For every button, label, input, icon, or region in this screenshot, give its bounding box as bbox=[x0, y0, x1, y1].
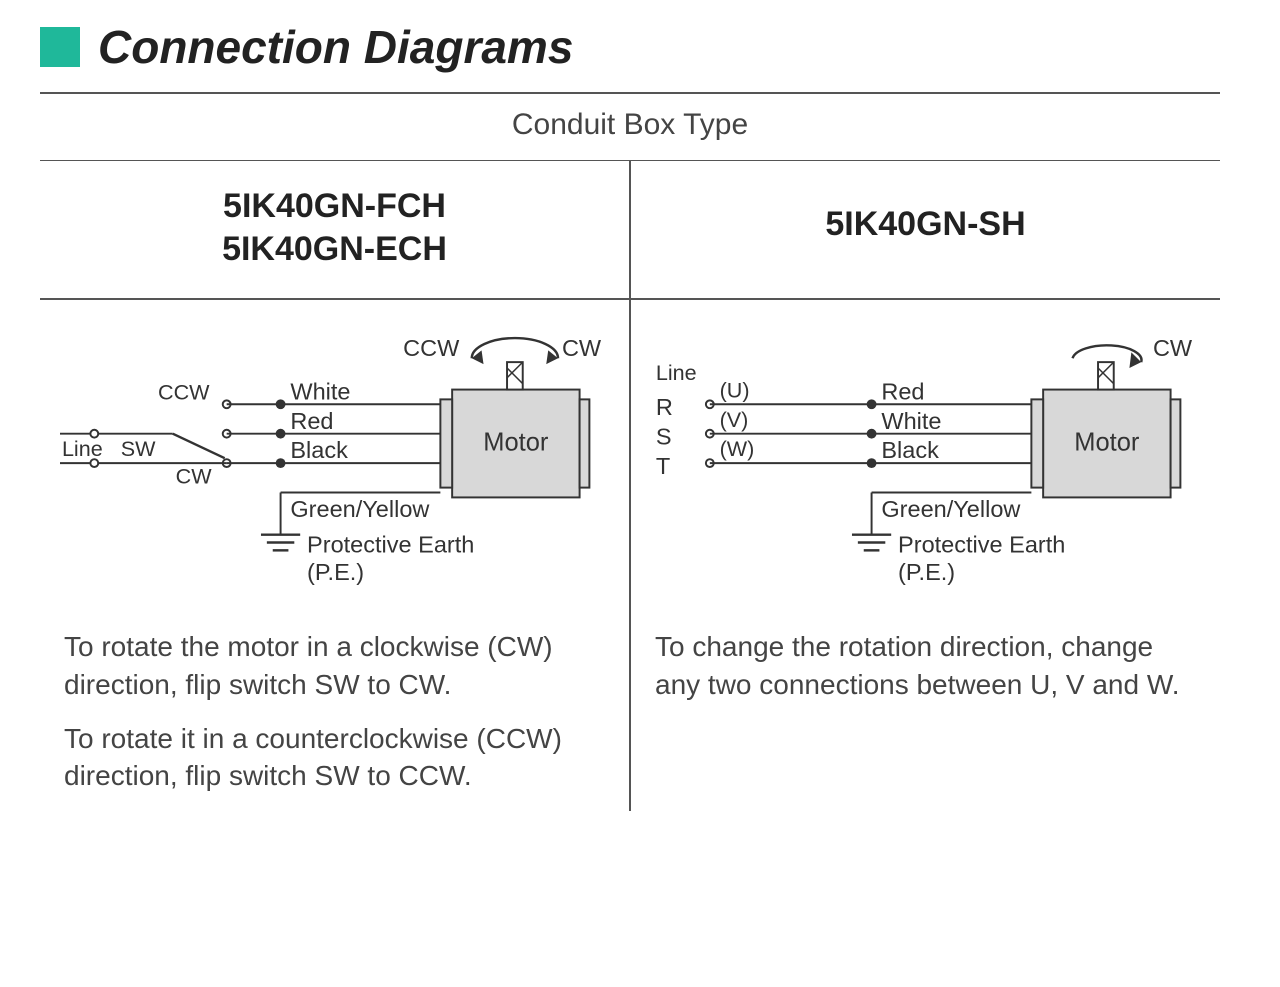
pe-label-2: (P.E.) bbox=[307, 559, 364, 585]
model-cell-left: 5IK40GN-FCH 5IK40GN-ECH bbox=[40, 161, 631, 300]
caption-right: To change the rotation direction, change… bbox=[651, 618, 1200, 704]
wire-white-label: White bbox=[290, 378, 350, 404]
wire-black-label: Black bbox=[290, 437, 348, 463]
diagram-cell-left: Motor CCW CW bbox=[40, 300, 631, 811]
model-header-row: 5IK40GN-FCH 5IK40GN-ECH 5IK40GN-SH bbox=[40, 161, 1220, 300]
cw-top-label: CW bbox=[562, 335, 602, 361]
conduit-box-label: Conduit Box Type bbox=[40, 94, 1220, 161]
sw-ccw-label: CCW bbox=[158, 379, 210, 404]
sw-cw-label: CW bbox=[176, 464, 213, 489]
line-label: Line bbox=[656, 360, 697, 385]
w-label: (W) bbox=[720, 436, 755, 461]
diagram-body-row: Motor CCW CW bbox=[40, 300, 1220, 811]
ccw-top-label: CCW bbox=[403, 335, 460, 361]
caption-left-p2: To rotate it in a counterclockwise (CCW)… bbox=[64, 720, 605, 796]
u-label: (U) bbox=[720, 377, 750, 402]
switch-icon bbox=[90, 400, 230, 467]
t-label: T bbox=[656, 453, 670, 479]
model-left-line2: 5IK40GN-ECH bbox=[40, 228, 629, 271]
motor-label: Motor bbox=[483, 428, 549, 456]
sw-label: SW bbox=[121, 436, 156, 461]
motor-icon: Motor bbox=[440, 362, 589, 497]
wiring-diagram-right: Motor CW bbox=[651, 318, 1200, 618]
wire-white-label: White bbox=[881, 408, 941, 434]
pe-label-1: Protective Earth bbox=[307, 531, 474, 557]
v-label: (V) bbox=[720, 407, 749, 432]
model-cell-right: 5IK40GN-SH bbox=[631, 161, 1220, 300]
wire-black-label: Black bbox=[881, 437, 939, 463]
wire-red-label: Red bbox=[881, 378, 924, 404]
s-label: S bbox=[656, 423, 672, 449]
wire-red-label: Red bbox=[290, 408, 333, 434]
caption-right-p1: To change the rotation direction, change… bbox=[655, 628, 1196, 704]
header-square-icon bbox=[40, 27, 80, 67]
motor-label: Motor bbox=[1074, 428, 1140, 456]
page-title: Connection Diagrams bbox=[98, 20, 573, 74]
pe-label-2: (P.E.) bbox=[898, 559, 955, 585]
pe-label-1: Protective Earth bbox=[898, 531, 1065, 557]
page-header: Connection Diagrams bbox=[40, 20, 1240, 74]
diagram-table: Conduit Box Type 5IK40GN-FCH 5IK40GN-ECH… bbox=[40, 92, 1220, 811]
rotation-arrows-icon bbox=[472, 338, 558, 364]
model-left-line1: 5IK40GN-FCH bbox=[40, 185, 629, 228]
model-right-line1: 5IK40GN-SH bbox=[631, 185, 1220, 246]
cw-top-label: CW bbox=[1153, 335, 1193, 361]
diagram-cell-right: Motor CW bbox=[631, 300, 1220, 811]
wiring-diagram-left: Motor CCW CW bbox=[60, 318, 609, 618]
caption-left: To rotate the motor in a clockwise (CW) … bbox=[60, 618, 609, 795]
wire-gy-label: Green/Yellow bbox=[290, 496, 430, 522]
line-label: Line bbox=[62, 436, 103, 461]
r-label: R bbox=[656, 394, 673, 420]
motor-icon: Motor bbox=[1031, 362, 1180, 497]
caption-left-p1: To rotate the motor in a clockwise (CW) … bbox=[64, 628, 605, 704]
wire-gy-label: Green/Yellow bbox=[881, 496, 1021, 522]
